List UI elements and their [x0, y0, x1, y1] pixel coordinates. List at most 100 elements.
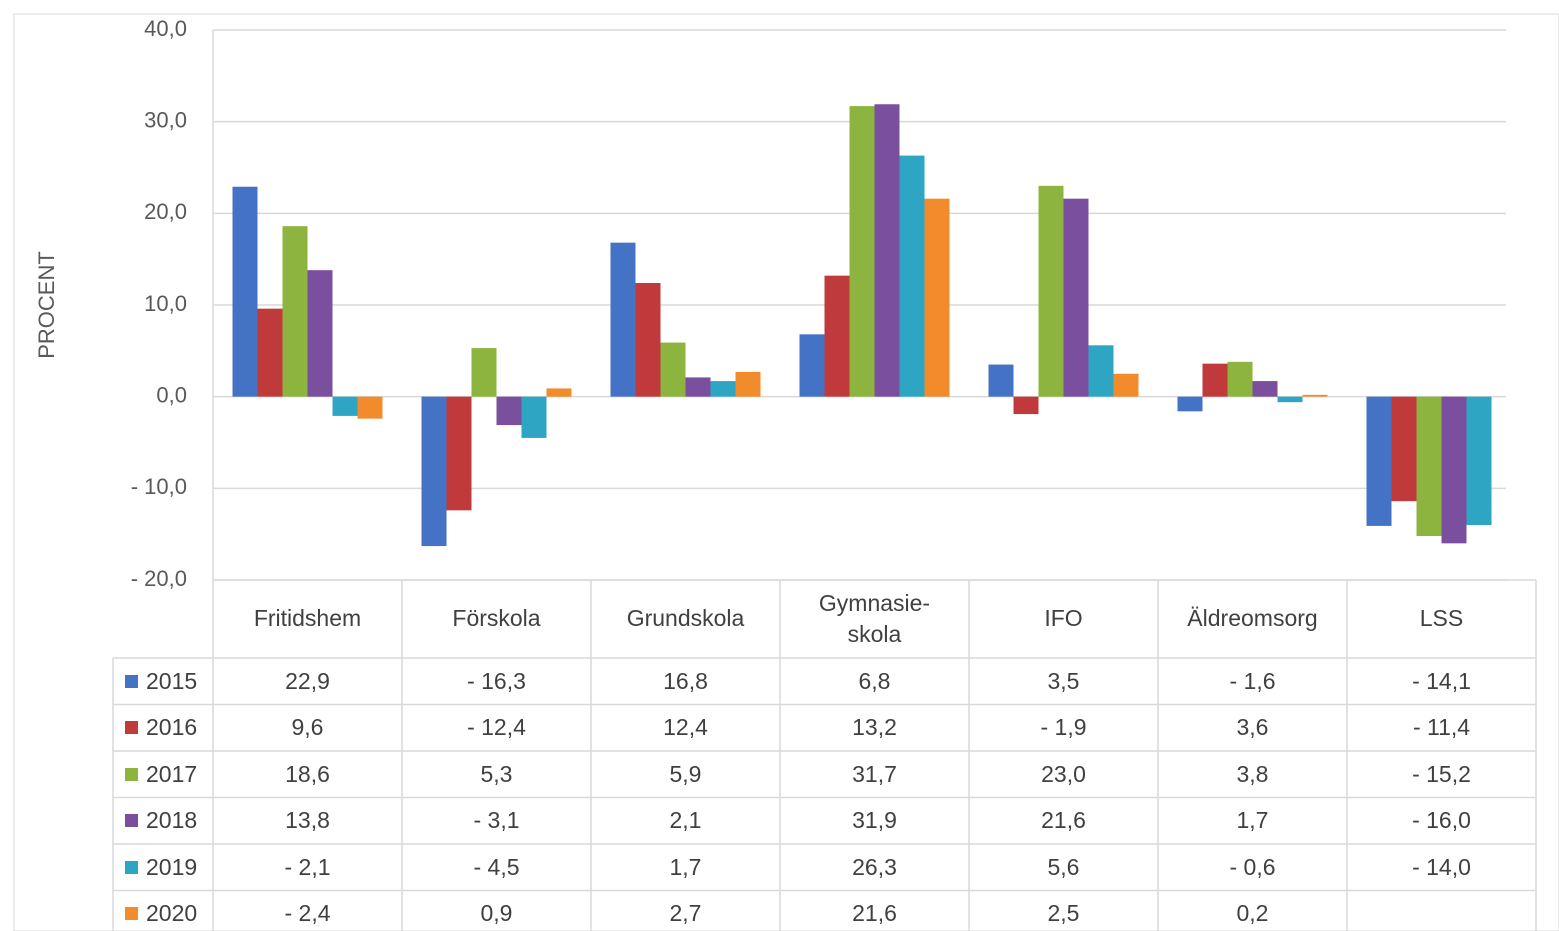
data-label-text: 1,7: [669, 853, 702, 880]
y-tick-label: 0,0: [156, 382, 187, 407]
data-label-text: 5,6: [1047, 853, 1080, 880]
legend-swatch: [125, 674, 138, 688]
bar: [1366, 396, 1392, 526]
legend-swatch: [125, 814, 138, 828]
data-label-text: - 15,2: [1412, 760, 1471, 787]
data-label-text: - 2,4: [284, 900, 331, 927]
bar: [824, 275, 850, 397]
bar: [874, 104, 900, 397]
y-tick-label: 20,0: [144, 199, 187, 224]
data-label: 18,6: [213, 751, 402, 798]
x-tick-label: Äldreomsorg: [1158, 580, 1347, 658]
bar: [1202, 363, 1228, 397]
legend-label: 2017: [146, 760, 198, 787]
data-label: 23,0: [969, 751, 1158, 798]
data-label: 21,6: [969, 798, 1158, 845]
data-label: - 1,9: [969, 705, 1158, 752]
bar: [1252, 381, 1278, 397]
data-label-text: 5,9: [669, 760, 702, 787]
x-tick-label: Fritidshem: [213, 580, 402, 658]
data-label-text: 22,9: [285, 667, 330, 694]
data-label-text: 2,1: [669, 807, 702, 834]
x-tick-label: IFO: [969, 580, 1158, 658]
data-label-text: 6,8: [858, 667, 891, 694]
data-label: - 3,1: [402, 798, 591, 845]
chart-border: [13, 13, 1559, 931]
data-label-text: 12,4: [663, 714, 708, 741]
bar: [307, 270, 333, 397]
data-label-text: 5,3: [480, 760, 513, 787]
bar: [332, 396, 358, 416]
data-label: - 0,6: [1158, 844, 1347, 891]
data-label: 2,5: [969, 891, 1158, 931]
bar: [421, 396, 447, 547]
x-tick-label-text: Äldreomsorg: [1187, 605, 1318, 632]
data-label: - 11,4: [1347, 705, 1536, 752]
data-label: - 4,5: [402, 844, 591, 891]
data-label-text: 21,6: [1041, 807, 1086, 834]
bar: [232, 186, 258, 397]
data-label-text: 2,5: [1047, 900, 1080, 927]
bar: [635, 283, 661, 397]
bar: [1416, 396, 1442, 536]
data-label: - 2,1: [213, 844, 402, 891]
bar: [357, 396, 383, 419]
bar: [1113, 373, 1139, 397]
bar: [496, 396, 522, 426]
data-label-text: 3,5: [1047, 667, 1080, 694]
legend-entry: 2019: [113, 844, 213, 891]
legend-entry: 2016: [113, 705, 213, 752]
x-tick-label: LSS: [1347, 580, 1536, 658]
data-label-text: - 1,9: [1040, 714, 1087, 741]
data-label-text: 18,6: [285, 760, 330, 787]
data-label: 9,6: [213, 705, 402, 752]
y-axis-label: PROCENT: [34, 251, 59, 359]
bar: [988, 364, 1014, 397]
data-label-text: 31,7: [852, 760, 897, 787]
bar: [521, 396, 547, 438]
bar: [660, 342, 686, 397]
data-label-text: 0,2: [1236, 900, 1269, 927]
data-label: - 14,0: [1347, 844, 1536, 891]
y-tick-label: 10,0: [144, 291, 187, 316]
bar: [685, 377, 711, 397]
data-label: 1,7: [1158, 798, 1347, 845]
bar: [610, 242, 636, 397]
data-label: 13,8: [213, 798, 402, 845]
x-tick-label-text: IFO: [1044, 605, 1083, 632]
bar: [1177, 396, 1203, 412]
data-label: 21,6: [780, 891, 969, 931]
bar: [471, 348, 497, 397]
data-label-text: - 16,0: [1412, 807, 1471, 834]
data-label: 5,6: [969, 844, 1158, 891]
data-label: - 16,0: [1347, 798, 1536, 845]
data-label-text: - 4,5: [473, 853, 520, 880]
data-label: 0,9: [402, 891, 591, 931]
data-label-text: 3,8: [1236, 760, 1269, 787]
data-label: 3,6: [1158, 705, 1347, 752]
data-label-text: 9,6: [291, 714, 324, 741]
data-label: - 1,6: [1158, 658, 1347, 705]
data-label: 6,8: [780, 658, 969, 705]
bar: [1466, 396, 1492, 525]
data-label: 3,5: [969, 658, 1158, 705]
legend-label: 2016: [146, 714, 198, 741]
legend-label: 2018: [146, 807, 198, 834]
data-label: 3,8: [1158, 751, 1347, 798]
x-tick-label-text: Förskola: [452, 605, 541, 632]
legend-label: 2020: [146, 900, 198, 927]
data-label: 16,8: [591, 658, 780, 705]
data-label-text: - 2,1: [284, 853, 331, 880]
legend-entry: 2015: [113, 658, 213, 705]
data-label-text: - 14,1: [1412, 667, 1471, 694]
y-tick-label: - 20,0: [131, 566, 187, 591]
bar: [1302, 394, 1328, 397]
data-label: 2,1: [591, 798, 780, 845]
legend-swatch: [125, 767, 138, 781]
bar: [1038, 185, 1064, 397]
x-tick-label: Grundskola: [591, 580, 780, 658]
data-label-text: - 16,3: [467, 667, 526, 694]
legend-swatch: [125, 721, 138, 735]
bar: [1277, 396, 1303, 403]
